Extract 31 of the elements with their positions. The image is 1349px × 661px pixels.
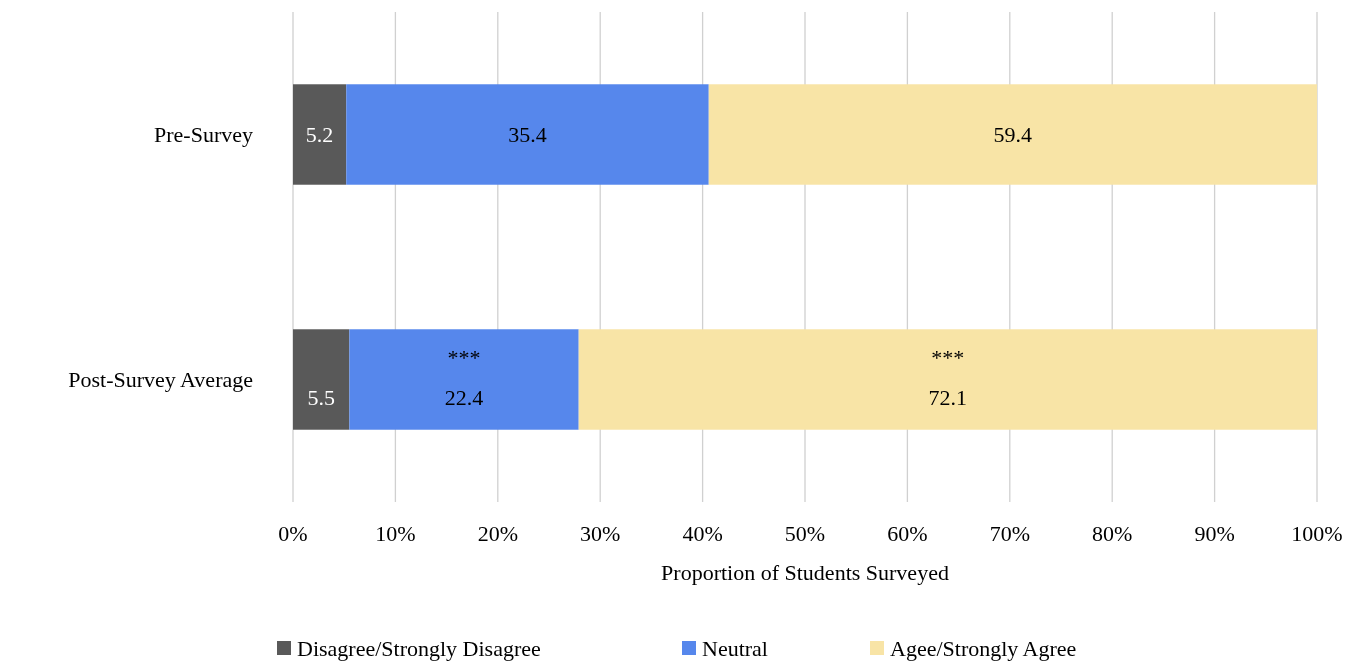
bar [293,329,350,430]
x-tick-label: 80% [1092,520,1133,546]
annotation: *** [931,345,965,371]
x-tick-label: 60% [887,520,928,546]
data-label: 5.5 [307,385,335,411]
x-tick-label: 100% [1291,520,1343,546]
bar [708,84,1317,185]
x-tick-label: 10% [375,520,416,546]
x-tick-label: 70% [989,520,1030,546]
x-tick-label: 0% [278,520,308,546]
legend-label: Disagree/Strongly Disagree [297,635,541,661]
legend-label: Neutral [702,635,768,661]
x-tick-label: 50% [784,520,826,546]
x-tick-label: 20% [477,520,518,546]
legend-label: Agee/Strongly Agree [890,635,1077,661]
annotation: *** [447,345,481,371]
data-label: 22.4 [444,385,484,411]
data-label: 35.4 [508,122,547,148]
data-label: 72.1 [928,385,968,411]
y-tick-label: Post-Survey Average [68,367,253,393]
bar [578,329,1317,430]
data-label: 5.2 [305,122,334,148]
bar [346,84,709,185]
x-tick-label: 90% [1194,520,1235,546]
data-label: 59.4 [993,122,1033,148]
y-tick-label: Pre-Survey [154,122,253,148]
x-axis-title: Proportion of Students Surveyed [661,559,949,585]
bar [349,329,579,430]
x-tick-label: 30% [580,520,621,546]
bar [293,84,347,185]
x-tick-label: 40% [682,520,723,546]
